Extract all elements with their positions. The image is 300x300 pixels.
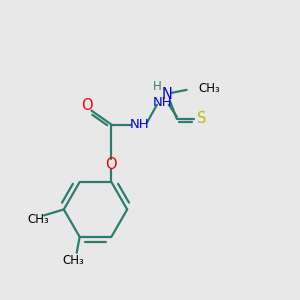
Text: CH₃: CH₃ [27, 213, 49, 226]
Text: O: O [106, 157, 117, 172]
Text: CH₃: CH₃ [63, 254, 85, 267]
Text: N: N [161, 87, 172, 102]
Text: H: H [153, 80, 161, 93]
Text: S: S [197, 111, 206, 126]
Text: NH: NH [129, 118, 149, 131]
Text: NH: NH [153, 96, 173, 109]
Text: CH₃: CH₃ [199, 82, 220, 95]
Text: O: O [81, 98, 92, 113]
